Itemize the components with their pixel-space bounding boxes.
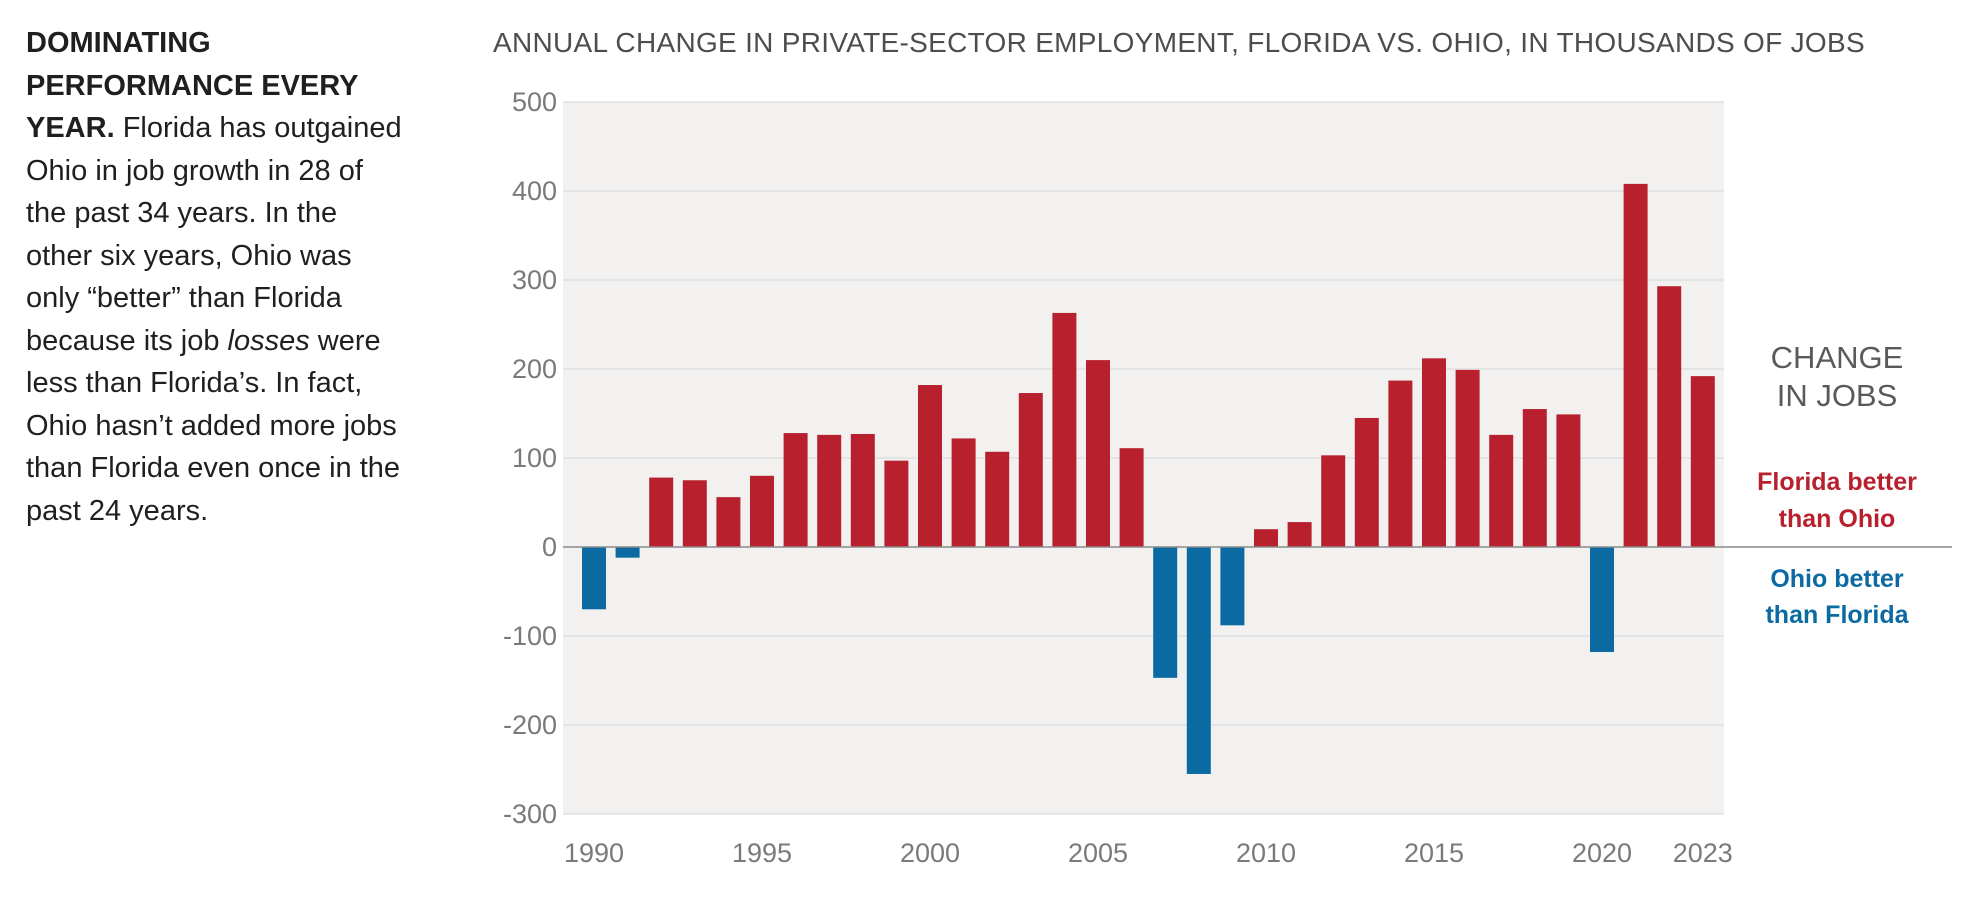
bar-2001 <box>951 438 976 547</box>
bar-1990 <box>582 547 606 610</box>
bar-1997 <box>817 434 842 547</box>
y-axis-ticks: 500 400 300 200 100 0 -100 -200 -300 <box>503 87 557 829</box>
bar-2002 <box>985 451 1010 547</box>
y-tick-label: 200 <box>512 354 557 384</box>
legend-florida-line2: than Ohio <box>1779 505 1896 533</box>
y-tick-label: -100 <box>503 621 557 651</box>
bar-2014 <box>1388 380 1413 547</box>
bar-2009 <box>1220 547 1245 626</box>
y-tick-label: 400 <box>512 176 557 206</box>
bar-2015 <box>1422 358 1446 547</box>
bar-1998 <box>850 433 875 547</box>
sidebar-text-emphasis: losses <box>227 324 310 357</box>
legend-heading-line2: IN JOBS <box>1777 378 1898 413</box>
bar-1992 <box>649 477 674 547</box>
bar-1996 <box>783 433 808 547</box>
bar-2010 <box>1254 529 1278 547</box>
bar-1991 <box>615 547 640 558</box>
y-tick-label: 0 <box>542 532 557 562</box>
x-tick-label: 2023 <box>1673 838 1733 868</box>
bar-2008 <box>1186 547 1211 774</box>
bar-2012 <box>1321 455 1346 547</box>
x-tick-label: 2000 <box>900 838 960 868</box>
sidebar-text: DOMINATING PERFORMANCE EVERY YEAR. Flori… <box>26 22 406 532</box>
legend: CHANGE IN JOBS Florida better than Ohio … <box>1757 340 1917 629</box>
bar-2003 <box>1018 393 1043 547</box>
sidebar-heading: DOMINATING PERFORMANCE EVERY YEAR. <box>26 27 358 144</box>
bar-2004 <box>1052 312 1077 547</box>
y-tick-label: 300 <box>512 265 557 295</box>
bar-2019 <box>1556 414 1581 547</box>
bar-2006 <box>1119 448 1144 547</box>
y-tick-label: -200 <box>503 710 557 740</box>
sidebar-text-part2: were less than Florida’s. In fact, Ohio … <box>26 324 401 527</box>
y-tick-label: 100 <box>512 443 557 473</box>
bar-2021 <box>1623 183 1648 547</box>
bar-2022 <box>1657 286 1682 547</box>
bar-2000 <box>918 385 942 547</box>
bar-2013 <box>1354 417 1379 547</box>
y-tick-label: 500 <box>512 87 557 117</box>
legend-florida-line1: Florida better <box>1757 468 1917 496</box>
x-axis-ticks: 1990 1995 2000 2005 2010 2015 2020 2023 <box>564 838 1733 868</box>
bar-2023 <box>1690 376 1715 547</box>
x-tick-label: 2020 <box>1572 838 1632 868</box>
x-tick-label: 2010 <box>1236 838 1296 868</box>
gridlines <box>563 101 1724 815</box>
bar-1999 <box>884 460 909 547</box>
bar-2016 <box>1455 369 1480 547</box>
x-tick-label: 2015 <box>1404 838 1464 868</box>
bar-1995 <box>750 475 774 547</box>
bar-2020 <box>1590 547 1614 653</box>
legend-ohio-line2: than Florida <box>1765 601 1909 629</box>
bar-1993 <box>682 480 707 547</box>
legend-heading-line1: CHANGE <box>1771 340 1904 375</box>
x-tick-label: 1990 <box>564 838 624 868</box>
bar-2011 <box>1287 522 1312 547</box>
legend-ohio-line1: Ohio better <box>1770 565 1904 593</box>
bar-2005 <box>1086 360 1110 547</box>
bar-2007 <box>1153 547 1178 678</box>
chart-title: ANNUAL CHANGE IN PRIVATE-SECTOR EMPLOYME… <box>493 27 1865 58</box>
bars <box>582 183 1715 774</box>
bar-1994 <box>716 497 741 547</box>
y-tick-label: -300 <box>503 799 557 829</box>
bar-2017 <box>1489 434 1514 547</box>
sidebar-text-part1: Florida has outgained Ohio in job growth… <box>26 112 402 357</box>
x-tick-label: 2005 <box>1068 838 1128 868</box>
x-tick-label: 1995 <box>732 838 792 868</box>
bar-2018 <box>1522 409 1547 547</box>
